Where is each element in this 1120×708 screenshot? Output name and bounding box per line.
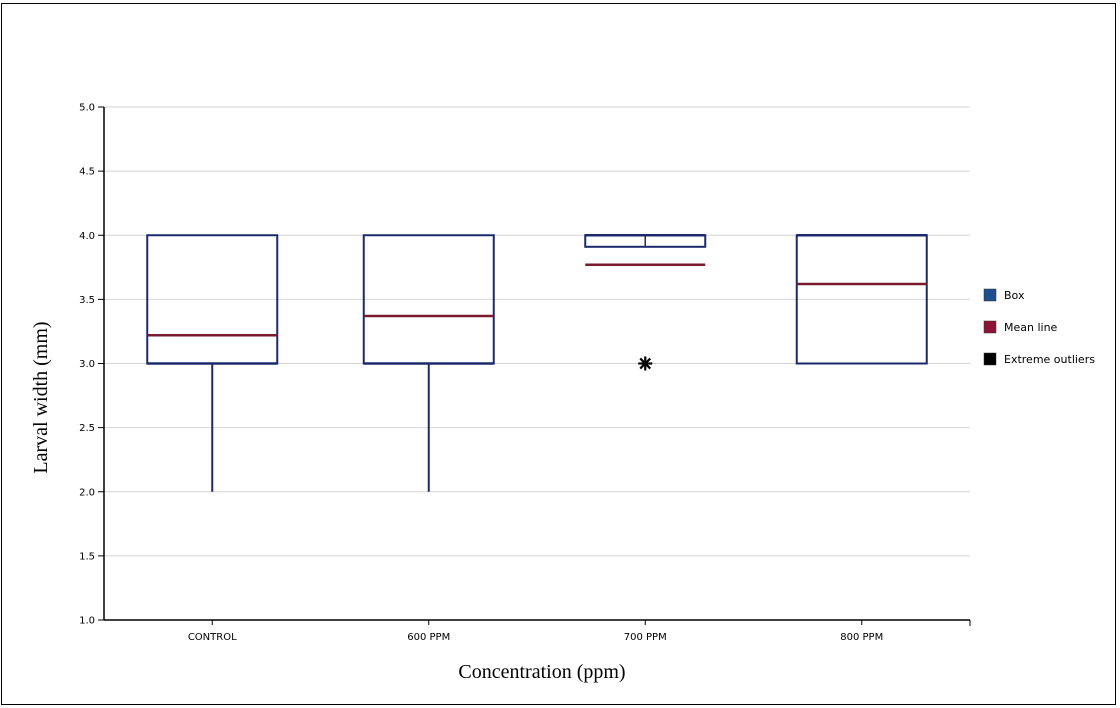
outlier-stroke (639, 357, 652, 370)
y-tick-label: 5.0 (79, 103, 95, 114)
y-tick-label: 4.5 (79, 167, 95, 178)
legend-label: Extreme outliers (1004, 353, 1095, 366)
y-tick-label: 2.0 (79, 487, 95, 498)
legend-swatch (983, 320, 997, 334)
box-plot-chart: 1.0 1.5 2.0 2.5 3.0 3.5 4.0 4.5 5.0 CONTROL 600 PP… (30, 103, 1095, 684)
legend-swatch (983, 288, 997, 302)
category-label: 700 PPM (624, 632, 667, 643)
category-label: CONTROL (188, 632, 237, 643)
y-tick-label: 3.0 (79, 359, 95, 370)
y-tick-label: 3.5 (79, 295, 95, 306)
y-axis-title: Larval width (mm) (30, 321, 52, 473)
x-axis-title: Concentration (ppm) (458, 661, 625, 683)
y-tick-label: 1.5 (79, 551, 95, 562)
legend-swatch (983, 352, 997, 366)
y-tick-label: 4.0 (79, 231, 95, 242)
legend-label: Mean line (1004, 321, 1058, 334)
y-tick-label: 2.5 (79, 423, 95, 434)
extreme-outlier-marker (638, 356, 653, 371)
category-label: 800 PPM (840, 632, 883, 643)
y-tick-label: 1.0 (79, 616, 95, 627)
chart-frame: 1.0 1.5 2.0 2.5 3.0 3.5 4.0 4.5 5.0 CONTROL 600 PP… (1, 3, 1116, 705)
category-label: 600 PPM (407, 632, 450, 643)
legend-label: Box (1004, 289, 1025, 302)
